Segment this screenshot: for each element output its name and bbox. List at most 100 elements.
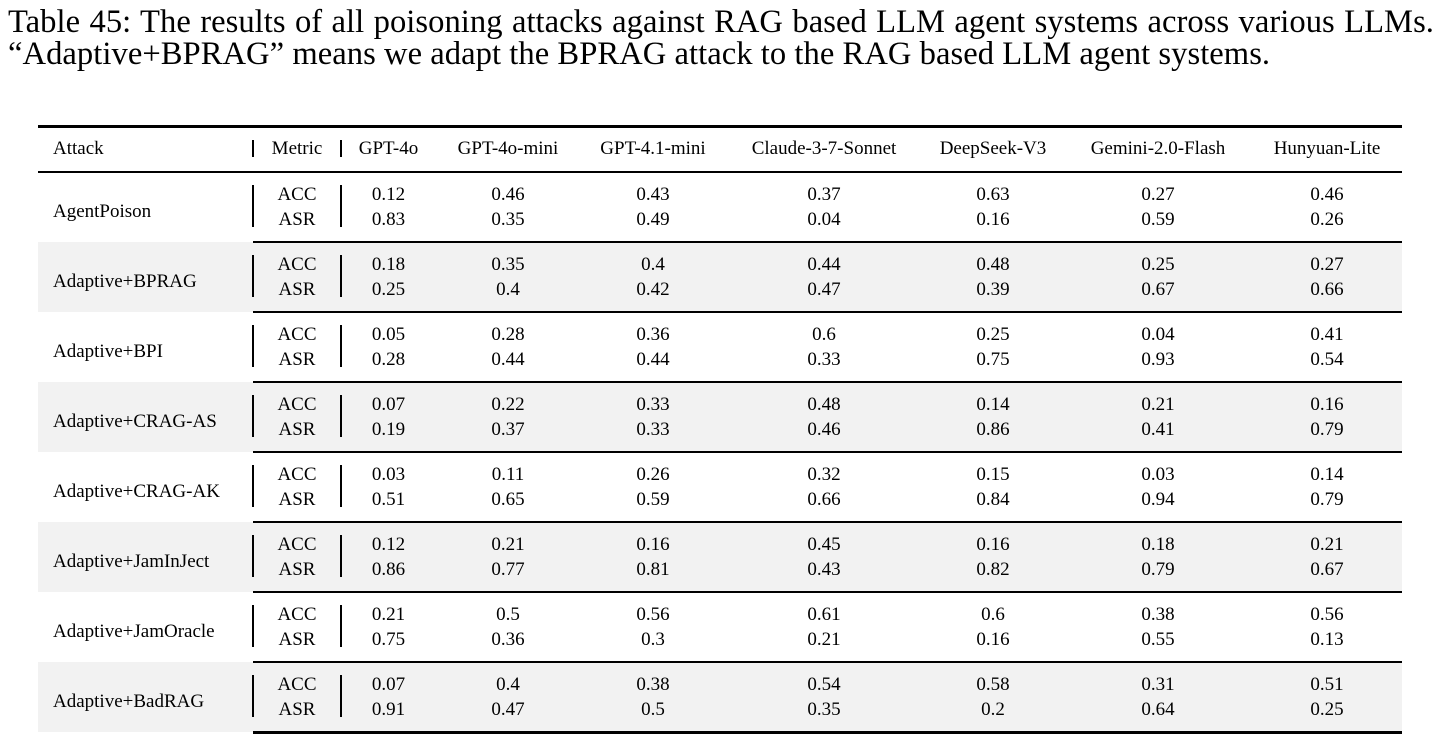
column-separator (252, 464, 254, 507)
asr-value: 0.35 (726, 696, 922, 734)
column-separator (340, 674, 342, 717)
acc-value: 0.12 (341, 521, 436, 557)
column-separator (340, 604, 342, 647)
acc-value: 0.54 (726, 661, 922, 697)
asr-value: 0.16 (922, 206, 1064, 243)
attack-name: Adaptive+CRAG-AK (53, 480, 220, 502)
asr-value: 0.59 (580, 486, 726, 523)
asr-value: 0.43 (726, 556, 922, 593)
asr-value: 0.66 (1252, 276, 1402, 313)
acc-value: 0.03 (371, 463, 406, 485)
acc-value: 0.21 (371, 603, 406, 625)
attack-group: Adaptive+JamInJect ACC 0.12 0.21 0.16 0.45 0.1… (38, 521, 1402, 593)
acc-value: 0.16 (922, 521, 1064, 557)
acc-value: 0.26 (636, 463, 670, 485)
acc-value: 0.45 (726, 521, 922, 557)
asr-value: 0.37 (436, 416, 580, 453)
column-separator (252, 254, 254, 297)
asr-value: 0.77 (436, 556, 580, 593)
attack-name: Adaptive+BadRAG (38, 661, 253, 732)
acc-value: 0.48 (922, 241, 1064, 277)
asr-value: 0.2 (922, 696, 1064, 734)
results-table: Attack Metric GPT-4o GPT-4o-mini GPT-4.1… (38, 125, 1402, 734)
acc-value: 0.21 (1064, 381, 1252, 417)
asr-value: 0.75 (341, 626, 436, 663)
asr-value: 0.44 (436, 346, 580, 383)
asr-value: 0.33 (580, 416, 726, 453)
acc-value: 0.37 (807, 183, 841, 205)
column-separator (340, 254, 342, 297)
acc-value: 0.15 (976, 463, 1010, 485)
asr-value: 0.04 (726, 206, 922, 243)
acc-value: 0.18 (1064, 521, 1252, 557)
table-row: ASR 0.51 0.65 0.59 0.66 0.84 0.94 0.79 (38, 486, 1402, 523)
attack-group: Adaptive+JamOracle ACC 0.21 0.5 0.56 0.61 0.6 0… (38, 592, 1402, 663)
asr-value: 0.94 (1064, 486, 1252, 523)
acc-value: 0.31 (1064, 661, 1252, 697)
attack-group: Adaptive+BadRAG ACC 0.07 0.4 0.38 0.54 0.58 0.3… (38, 661, 1402, 734)
acc-value: 0.56 (636, 603, 670, 625)
header-model: GPT-4o (341, 125, 436, 173)
column-separator (252, 674, 254, 717)
asr-value: 0.83 (341, 206, 436, 243)
column-separator (252, 184, 254, 227)
table-row: Adaptive+BPI ACC 0.05 0.28 0.36 0.6 0.25 0.04 0.… (38, 312, 1402, 362)
acc-value: 0.58 (922, 661, 1064, 697)
asr-value: 0.35 (436, 206, 580, 243)
attack-name: Adaptive+BPI (53, 340, 163, 362)
acc-value: 0.61 (807, 603, 841, 625)
metric-label: ACC (253, 241, 341, 277)
acc-value: 0.04 (1141, 323, 1175, 345)
column-separator (340, 324, 342, 367)
table-row: AgentPoison ACC 0.12 0.46 0.43 0.37 0.63 0.27 0.… (38, 172, 1402, 223)
acc-value: 0.18 (341, 241, 436, 277)
acc-value: 0.22 (436, 381, 580, 417)
header-model: Claude-3-7-Sonnet (726, 125, 922, 173)
acc-value: 0.46 (491, 183, 525, 205)
attack-group: Adaptive+CRAG-AK ACC 0.03 0.11 0.26 0.32 0.15 0… (38, 452, 1402, 523)
header-model: DeepSeek-V3 (922, 125, 1064, 173)
header-attack: Attack (38, 125, 253, 173)
acc-value: 0.27 (1141, 183, 1175, 205)
asr-value: 0.55 (1064, 626, 1252, 663)
header-model: GPT-4.1-mini (580, 125, 726, 173)
header-model: Hunyuan-Lite (1252, 125, 1402, 173)
asr-value: 0.82 (922, 556, 1064, 593)
column-separator (252, 139, 254, 157)
asr-value: 0.25 (1252, 696, 1402, 734)
acc-value: 0.11 (491, 463, 525, 485)
table-row: ASR 0.86 0.77 0.81 0.43 0.82 0.79 0.67 (38, 556, 1402, 593)
acc-value: 0.4 (436, 661, 580, 697)
column-separator (252, 604, 254, 647)
acc-value: 0.21 (1252, 521, 1402, 557)
metric-label: ACC (253, 661, 341, 697)
header-row: Attack Metric GPT-4o GPT-4o-mini GPT-4.1… (38, 125, 1402, 173)
attack-group: Adaptive+CRAG-AS ACC 0.07 0.22 0.33 0.48 0.14 0… (38, 381, 1402, 453)
acc-value: 0.28 (491, 323, 525, 345)
attack-group: Adaptive+BPRAG ACC 0.18 0.35 0.4 0.44 0.48 0.25… (38, 241, 1402, 313)
asr-value: 0.25 (341, 276, 436, 313)
metric-label: ACC (253, 521, 341, 557)
column-separator (340, 139, 342, 157)
acc-value: 0.44 (726, 241, 922, 277)
column-separator (340, 534, 342, 577)
asr-value: 0.41 (1064, 416, 1252, 453)
metric-label: ACC (277, 463, 317, 485)
asr-value: 0.39 (922, 276, 1064, 313)
asr-value: 0.16 (922, 626, 1064, 663)
asr-value: 0.59 (1064, 206, 1252, 243)
acc-value: 0.35 (436, 241, 580, 277)
asr-value: 0.46 (726, 416, 922, 453)
acc-value: 0.25 (1064, 241, 1252, 277)
acc-value: 0.6 (981, 603, 1005, 625)
attack-name: Adaptive+CRAG-AS (38, 381, 253, 452)
acc-value: 0.38 (580, 661, 726, 697)
acc-value: 0.14 (1310, 463, 1344, 485)
table-row: ASR 0.25 0.4 0.42 0.47 0.39 0.67 0.66 (38, 276, 1402, 313)
table-row: Adaptive+CRAG-AK ACC 0.03 0.11 0.26 0.32 0.15 0… (38, 452, 1402, 502)
column-separator (340, 464, 342, 507)
attack-group: AgentPoison ACC 0.12 0.46 0.43 0.37 0.63 0.27 0.… (38, 172, 1402, 243)
table-row: ASR 0.83 0.35 0.49 0.04 0.16 0.59 0.26 (38, 206, 1402, 243)
header-model: GPT-4o-mini (436, 125, 580, 173)
asr-value: 0.93 (1064, 346, 1252, 383)
